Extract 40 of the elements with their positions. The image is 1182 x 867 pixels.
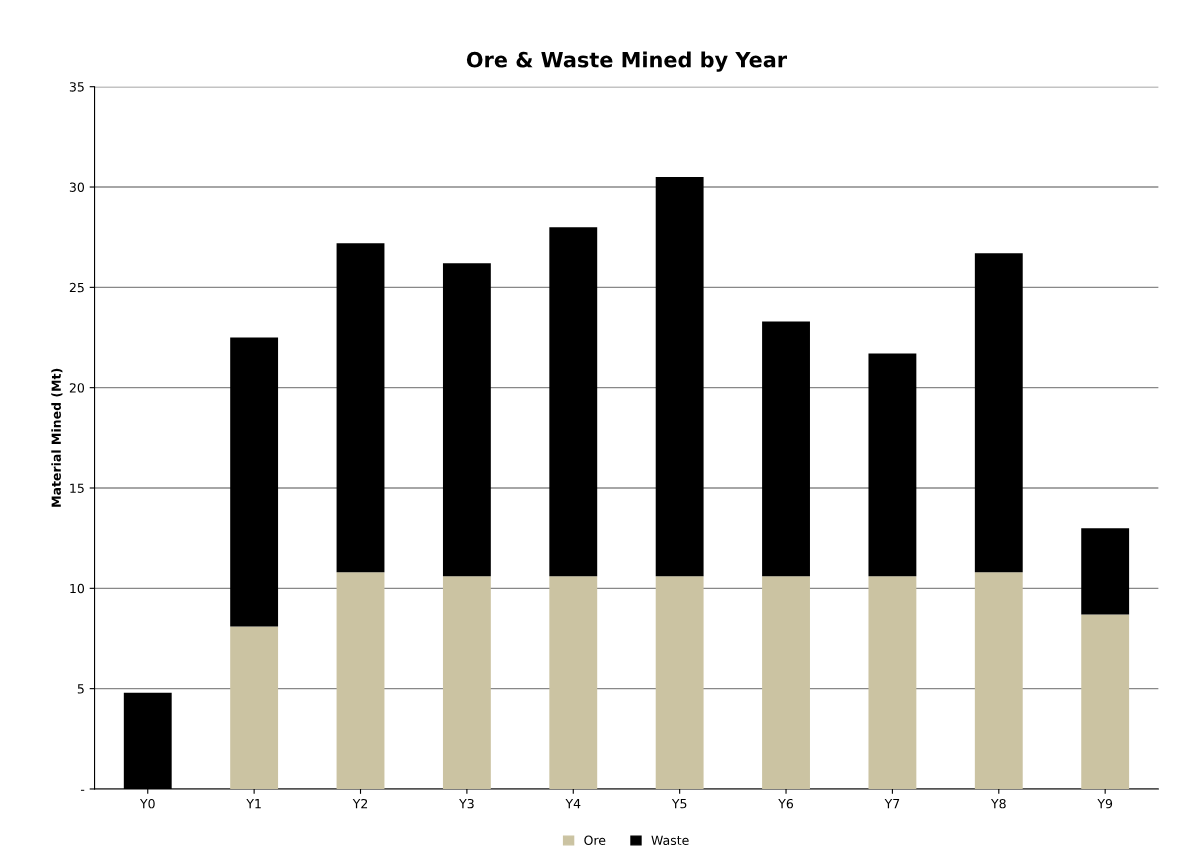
y-tick-label: - xyxy=(80,789,85,791)
y-axis-title: Material Mined (Mt) xyxy=(51,368,63,507)
y-tick-label: 5 xyxy=(77,684,84,694)
x-tick-label: Y0 xyxy=(139,798,155,809)
x-tick-label: Y6 xyxy=(778,798,794,809)
y-tick-label: 15 xyxy=(70,483,84,493)
y-tick-label: 35 xyxy=(69,82,84,92)
x-tick-label: Y4 xyxy=(565,799,581,809)
bar xyxy=(1081,614,1130,789)
y-tick-label: 30 xyxy=(69,182,85,192)
x-tick-label: Y9 xyxy=(1097,798,1113,809)
x-tick-label: Y7 xyxy=(884,799,900,809)
bar xyxy=(336,243,385,573)
bar xyxy=(974,572,1023,789)
x-tick-label: Y3 xyxy=(459,798,474,809)
chart-title: Ore & Waste Mined by Year xyxy=(466,51,787,72)
bar xyxy=(868,576,917,789)
x-tick-label: Y2 xyxy=(352,798,368,809)
bar xyxy=(762,576,810,789)
bar xyxy=(230,337,279,627)
x-tick-label: Y5 xyxy=(671,799,687,809)
y-tick-label: 20 xyxy=(69,383,85,393)
bar xyxy=(442,263,491,577)
legend-label: Ore xyxy=(584,835,606,846)
bar xyxy=(230,626,279,789)
bar xyxy=(1081,528,1130,615)
bar xyxy=(655,176,704,577)
y-tick-label: 10 xyxy=(70,583,85,594)
bar xyxy=(336,572,385,789)
bar xyxy=(549,227,598,577)
bar xyxy=(974,253,1023,573)
x-tick-label: Y1 xyxy=(246,799,261,809)
bar xyxy=(549,576,598,789)
bar xyxy=(868,353,917,577)
bar xyxy=(655,576,704,789)
bar xyxy=(442,576,491,789)
x-tick-label: Y8 xyxy=(990,798,1006,809)
legend-label: Waste xyxy=(651,835,689,846)
bar xyxy=(762,321,810,577)
y-tick-label: 25 xyxy=(69,282,84,293)
